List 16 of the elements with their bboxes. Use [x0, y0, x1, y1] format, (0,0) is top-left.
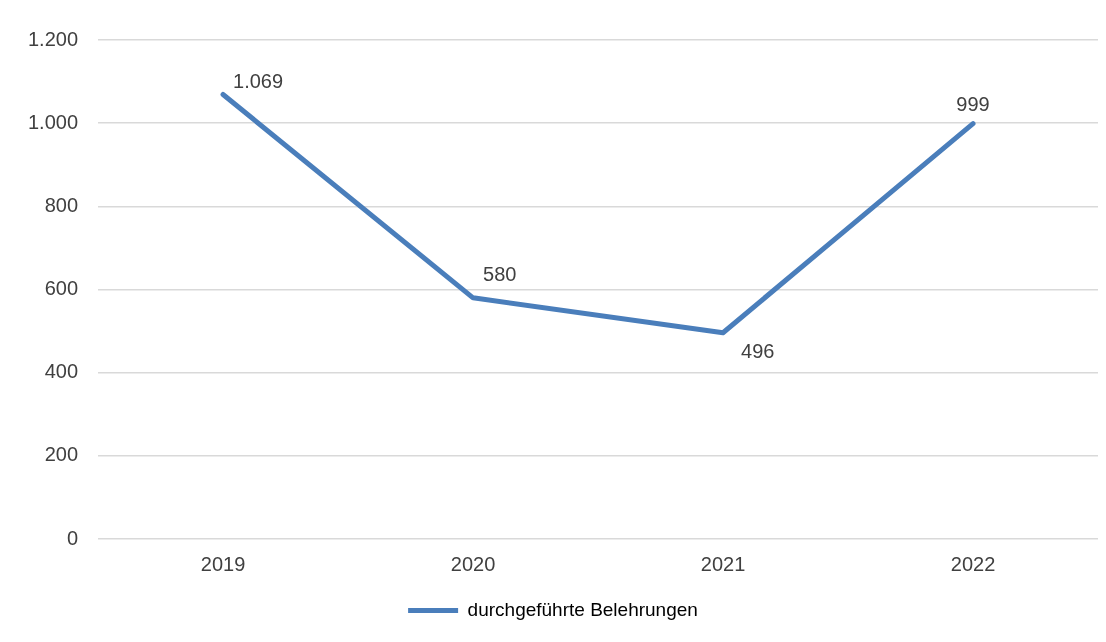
- y-tick-label: 400: [44, 360, 79, 383]
- y-tick-label: 1.200: [27, 27, 79, 50]
- data-label: 580: [483, 263, 517, 286]
- y-tick-label: 600: [44, 277, 79, 300]
- y-tick-label: 200: [44, 443, 79, 466]
- data-label: 999: [956, 93, 990, 116]
- data-label: 496: [741, 340, 775, 363]
- legend-label: durchgeführte Belehrungen: [467, 598, 698, 620]
- data-label: 1.069: [233, 69, 284, 92]
- y-tick-label: 800: [44, 193, 79, 216]
- x-tick-label: 2022: [950, 552, 996, 575]
- x-tick-label: 2019: [200, 552, 246, 575]
- y-tick-label: 0: [66, 526, 79, 549]
- x-tick-label: 2021: [700, 552, 746, 575]
- y-tick-label: 1.000: [27, 110, 79, 133]
- x-tick-label: 2020: [450, 552, 496, 575]
